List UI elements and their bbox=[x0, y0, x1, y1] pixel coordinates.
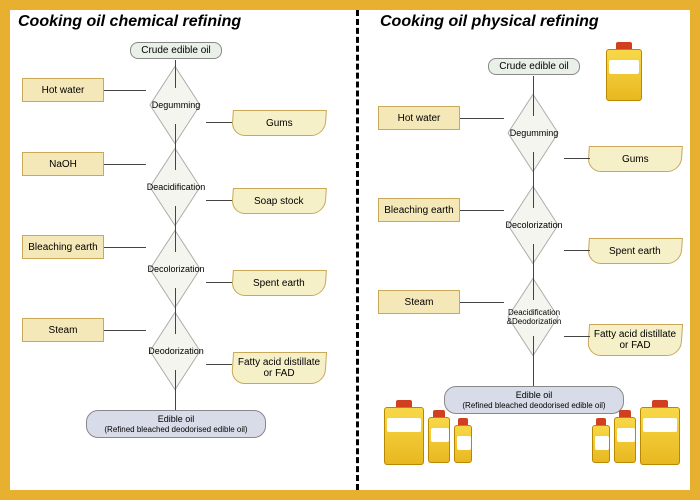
left-output-2: Spent earth bbox=[231, 270, 327, 296]
diagram-frame: Cooking oil chemical refining Cooking oi… bbox=[0, 0, 700, 500]
left-process-3: Deodorization bbox=[144, 334, 208, 370]
right-output-2: Fatty acid distillate or FAD bbox=[587, 324, 683, 356]
arrow bbox=[206, 200, 232, 201]
oil-bottle-icon bbox=[592, 418, 610, 463]
right-final: Edible oil(Refined bleached deodorised e… bbox=[444, 386, 624, 414]
arrow bbox=[460, 302, 504, 303]
left-output-1: Soap stock bbox=[231, 188, 327, 214]
left-title: Cooking oil chemical refining bbox=[18, 13, 241, 31]
left-process-0: Degumming bbox=[144, 88, 208, 124]
left-input-1: NaOH bbox=[22, 152, 104, 176]
arrow bbox=[175, 288, 176, 334]
left-final: Edible oil(Refined bleached deodorised e… bbox=[86, 410, 266, 438]
right-output-1: Spent earth bbox=[587, 238, 683, 264]
right-input-2: Steam bbox=[378, 290, 460, 314]
arrow bbox=[533, 76, 534, 116]
left-input-3: Steam bbox=[22, 318, 104, 342]
right-input-0: Hot water bbox=[378, 106, 460, 130]
oil-bottle-icon bbox=[454, 418, 472, 463]
arrow bbox=[104, 90, 146, 91]
arrow bbox=[206, 364, 232, 365]
arrow bbox=[460, 118, 504, 119]
right-process-2: Deacidification &Deodorization bbox=[502, 300, 566, 336]
right-title: Cooking oil physical refining bbox=[380, 13, 599, 31]
arrow bbox=[206, 122, 232, 123]
arrow bbox=[533, 152, 534, 208]
arrow bbox=[175, 60, 176, 88]
left-output-0: Gums bbox=[231, 110, 327, 136]
arrow bbox=[104, 330, 146, 331]
left-input-2: Bleaching earth bbox=[22, 235, 104, 259]
arrow bbox=[564, 158, 590, 159]
right-start: Crude edible oil bbox=[488, 58, 580, 75]
right-output-0: Gums bbox=[587, 146, 683, 172]
arrow bbox=[533, 336, 534, 386]
arrow bbox=[460, 210, 504, 211]
arrow bbox=[175, 370, 176, 410]
arrow bbox=[564, 336, 590, 337]
right-input-1: Bleaching earth bbox=[378, 198, 460, 222]
left-process-2: Decolorization bbox=[144, 252, 208, 288]
arrow bbox=[564, 250, 590, 251]
oil-bottle-icon bbox=[606, 42, 642, 101]
oil-bottle-icon bbox=[640, 400, 680, 465]
arrow bbox=[104, 247, 146, 248]
oil-bottle-icon bbox=[384, 400, 424, 465]
arrow bbox=[175, 206, 176, 252]
left-process-1: Deacidification bbox=[144, 170, 208, 206]
oil-bottle-icon bbox=[614, 410, 636, 463]
arrow bbox=[206, 282, 232, 283]
left-output-3: Fatty acid distillate or FAD bbox=[231, 352, 327, 384]
panel-divider bbox=[356, 10, 359, 490]
arrow bbox=[175, 124, 176, 170]
oil-bottle-icon bbox=[428, 410, 450, 463]
right-process-1: Decolorization bbox=[502, 208, 566, 244]
left-start: Crude edible oil bbox=[130, 42, 222, 59]
right-process-0: Degumming bbox=[502, 116, 566, 152]
left-input-0: Hot water bbox=[22, 78, 104, 102]
arrow bbox=[104, 164, 146, 165]
arrow bbox=[533, 244, 534, 300]
